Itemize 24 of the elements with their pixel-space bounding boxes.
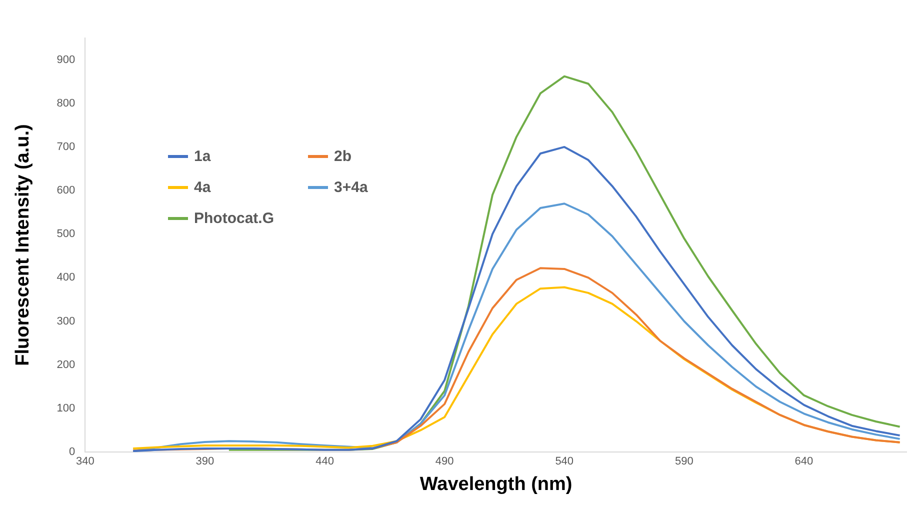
- legend-label: 3+4a: [334, 179, 368, 196]
- y-tick-label: 900: [56, 54, 76, 66]
- y-tick-label: 800: [56, 97, 76, 110]
- x-tick-label: 390: [196, 456, 214, 468]
- y-axis-title: Fluorescent Intensity (a.u.): [12, 124, 34, 366]
- legend-label: 1a: [194, 148, 211, 165]
- x-tick-label: 490: [435, 456, 454, 468]
- x-tick-label: 440: [316, 456, 334, 468]
- x-tick-label: 590: [674, 456, 694, 468]
- y-tick-label: 400: [56, 272, 76, 284]
- x-axis-title: Wavelength (nm): [420, 474, 572, 495]
- y-tick-label: 700: [56, 140, 76, 153]
- legend-label: 4a: [194, 179, 211, 196]
- y-tick-label: 0: [69, 446, 76, 458]
- legend-label: Photocat.G: [194, 210, 274, 227]
- y-tick-label: 200: [56, 358, 76, 371]
- legend-label: 2b: [334, 148, 352, 165]
- x-tick-label: 640: [794, 456, 814, 468]
- y-tick-label: 500: [56, 228, 76, 240]
- y-tick-label: 600: [56, 184, 76, 197]
- x-tick-label: 340: [76, 456, 94, 468]
- y-tick-label: 100: [56, 402, 76, 414]
- x-tick-label: 540: [555, 456, 574, 468]
- y-tick-label: 300: [56, 315, 76, 328]
